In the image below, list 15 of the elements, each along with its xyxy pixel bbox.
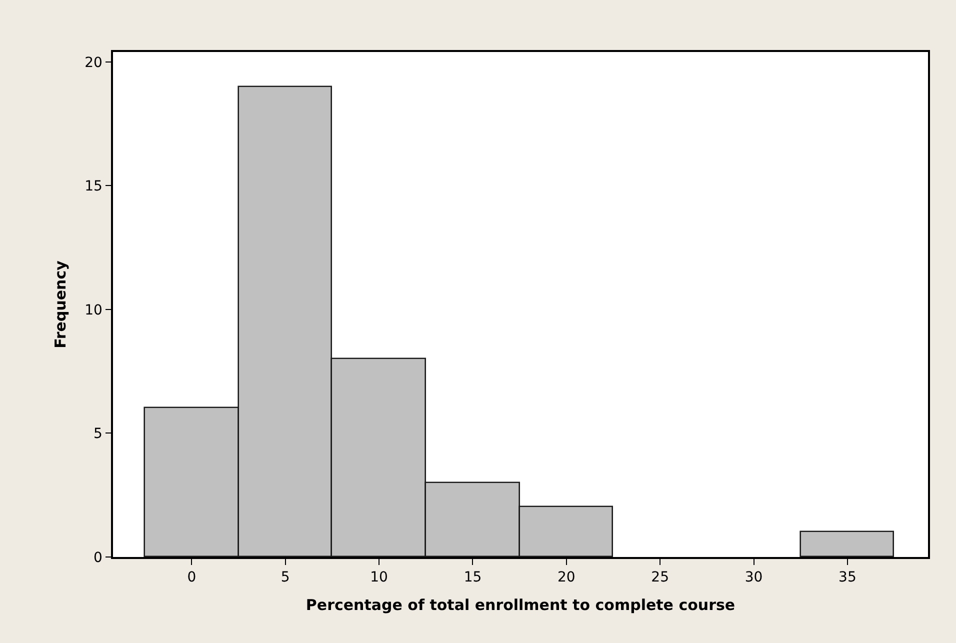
- y-tick-label: 15: [84, 178, 102, 195]
- x-tick-label: 20: [557, 570, 576, 586]
- x-tick-label: 30: [744, 570, 763, 586]
- x-tick-label: 0: [187, 570, 196, 586]
- y-tick-label: 20: [84, 54, 102, 71]
- x-axis-title: Percentage of total enrollment to complete course: [306, 596, 736, 614]
- x-tick-label: 15: [464, 570, 482, 586]
- x-tick-label: 25: [651, 570, 669, 586]
- y-tick-label: 10: [84, 302, 102, 318]
- y-axis-title: Frequency: [51, 260, 70, 348]
- x-tick-label: 35: [838, 570, 856, 586]
- x-tick-label: 10: [370, 570, 388, 586]
- y-tick-label: 0: [94, 550, 102, 566]
- x-tick-label: 5: [280, 570, 290, 586]
- y-tick-label: 5: [94, 426, 102, 442]
